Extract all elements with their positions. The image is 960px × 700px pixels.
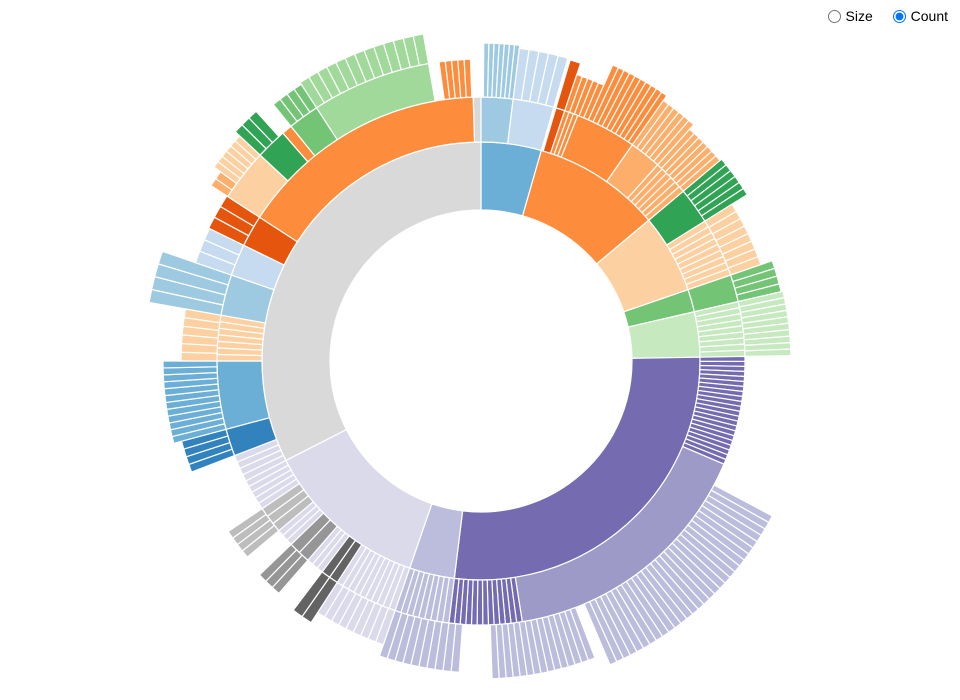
mode-size-radio[interactable] — [827, 9, 841, 23]
mode-count-label: Count — [910, 8, 948, 24]
sunburst-arc[interactable] — [216, 360, 271, 431]
mode-size-label: Size — [845, 8, 873, 24]
sunburst-arc[interactable] — [481, 579, 490, 626]
sunburst-arc[interactable] — [258, 543, 298, 583]
sunburst-arc[interactable] — [227, 507, 267, 539]
sunburst-arc[interactable] — [545, 54, 569, 108]
sunburst-arc[interactable] — [463, 58, 473, 99]
sunburst-arc[interactable] — [744, 348, 792, 358]
mode-count-radio[interactable] — [892, 9, 906, 23]
sunburst-arc[interactable] — [292, 570, 331, 618]
sunburst-arcs — [148, 33, 792, 680]
sunburst-arc[interactable] — [162, 360, 218, 369]
mode-controls: Size Count — [812, 8, 948, 26]
mode-size-option[interactable]: Size — [827, 8, 873, 24]
sunburst-arc[interactable] — [248, 110, 280, 144]
sunburst-arc[interactable] — [583, 600, 618, 666]
sunburst-arc[interactable] — [699, 355, 746, 363]
mode-count-option[interactable]: Count — [892, 8, 948, 24]
sunburst-arc[interactable] — [412, 33, 430, 67]
sunburst-arc[interactable] — [489, 623, 500, 680]
